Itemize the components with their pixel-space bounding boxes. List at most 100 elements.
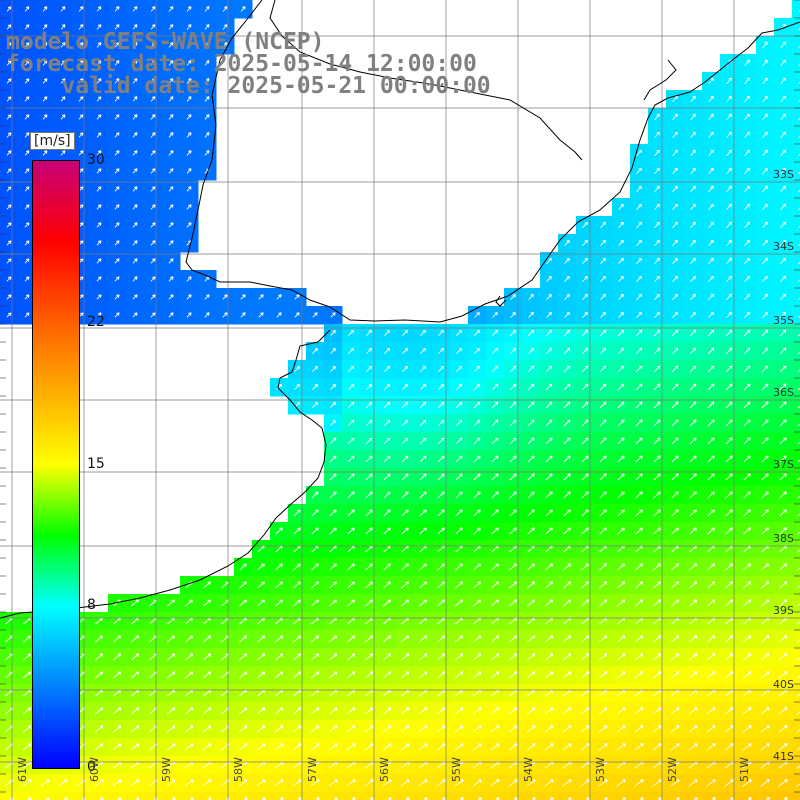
wind-arrow — [204, 96, 210, 102]
wind-arrow — [6, 222, 12, 228]
wind-arrow — [150, 150, 156, 156]
wind-arrow — [689, 437, 697, 445]
wind-speed-cell — [792, 360, 800, 379]
wind-arrow — [132, 78, 138, 84]
wind-arrow — [113, 635, 122, 643]
wind-arrow — [743, 491, 751, 499]
wind-arrow — [204, 42, 210, 48]
wind-arrow — [329, 563, 337, 571]
wind-arrow — [490, 725, 500, 733]
wind-arrow — [329, 653, 338, 661]
colorbar-unit: [m/s] — [30, 132, 75, 150]
wind-arrow — [189, 797, 194, 800]
wind-arrow — [708, 221, 714, 229]
wind-arrow — [634, 653, 644, 661]
wind-arrow — [798, 207, 800, 211]
wind-arrow — [544, 671, 554, 679]
wind-speed-cell — [792, 144, 800, 163]
wind-arrow — [725, 437, 733, 445]
wind-arrow — [725, 401, 733, 409]
wind-arrow — [779, 491, 787, 499]
wind-arrow — [186, 60, 192, 66]
wind-arrow — [564, 239, 570, 246]
wind-arrow — [689, 599, 698, 607]
wind-arrow — [653, 473, 661, 481]
wind-arrow — [617, 455, 625, 463]
wind-arrow — [657, 797, 662, 800]
wind-arrow — [78, 42, 84, 48]
wind-arrow — [780, 239, 787, 247]
wind-arrow — [207, 797, 212, 800]
wind-arrow — [96, 6, 102, 12]
wind-arrow — [310, 707, 320, 715]
wind-arrow — [6, 6, 12, 12]
wind-arrow — [329, 437, 337, 445]
wind-arrow — [636, 275, 642, 283]
wind-arrow — [546, 257, 552, 264]
wind-arrow — [636, 257, 642, 265]
wind-arrow — [743, 365, 751, 373]
wind-arrow — [742, 671, 752, 679]
wind-arrow — [243, 797, 248, 800]
wind-arrow — [419, 509, 427, 517]
wind-arrow — [670, 635, 680, 643]
wind-speed-cell — [792, 72, 800, 91]
wind-arrow — [708, 131, 714, 139]
wind-arrow — [294, 312, 300, 318]
wind-arrow — [437, 527, 445, 535]
wind-arrow — [333, 797, 338, 800]
wind-arrow — [509, 581, 518, 589]
wind-arrow — [545, 401, 553, 409]
wind-arrow — [310, 743, 320, 751]
wind-arrow — [509, 365, 517, 373]
wind-arrow — [544, 725, 554, 733]
wind-arrow — [744, 275, 751, 283]
wind-arrow — [618, 293, 624, 301]
wind-arrow — [708, 311, 715, 319]
wind-arrow — [293, 527, 301, 535]
wind-arrow — [653, 401, 661, 409]
wind-arrow — [708, 239, 714, 247]
wind-arrow — [742, 653, 752, 661]
wind-arrow — [688, 779, 698, 787]
wind-arrow — [186, 168, 192, 174]
wind-arrow — [778, 707, 788, 715]
wind-arrow — [419, 473, 427, 481]
wind-arrow — [346, 725, 356, 733]
wind-arrow — [636, 203, 642, 211]
wind-arrow — [527, 599, 536, 607]
wind-arrow — [186, 42, 192, 48]
wind-arrow — [257, 581, 265, 589]
wind-arrow — [184, 779, 194, 787]
wind-arrow — [689, 455, 697, 463]
wind-speed-cell — [144, 792, 163, 800]
wind-arrow — [437, 383, 445, 391]
wind-arrow — [114, 222, 120, 228]
wind-arrow — [418, 743, 428, 751]
wind-arrow — [401, 509, 409, 517]
wind-arrow — [690, 221, 696, 229]
wind-arrow — [761, 347, 769, 355]
wind-arrow — [6, 132, 12, 138]
wind-arrow — [527, 347, 535, 355]
wind-arrow — [150, 186, 156, 192]
wind-arrow — [256, 725, 266, 733]
wind-arrow — [132, 294, 138, 300]
wind-arrow — [455, 599, 464, 607]
wind-arrow — [168, 150, 174, 156]
wind-speed-cell — [90, 792, 109, 800]
wind-arrow — [689, 563, 698, 571]
wind-arrow — [455, 383, 463, 391]
wind-arrow — [796, 675, 800, 679]
wind-arrow — [654, 113, 660, 121]
wind-speed-cell — [792, 630, 800, 649]
wind-arrow — [401, 635, 410, 643]
wind-arrow — [94, 743, 104, 751]
wind-arrow — [132, 42, 138, 48]
wind-speed-cell — [468, 792, 487, 800]
wind-arrow — [24, 60, 30, 66]
wind-arrow — [526, 743, 536, 751]
wind-arrow — [418, 779, 428, 787]
wind-arrow — [780, 131, 786, 139]
wind-arrow — [135, 797, 140, 800]
